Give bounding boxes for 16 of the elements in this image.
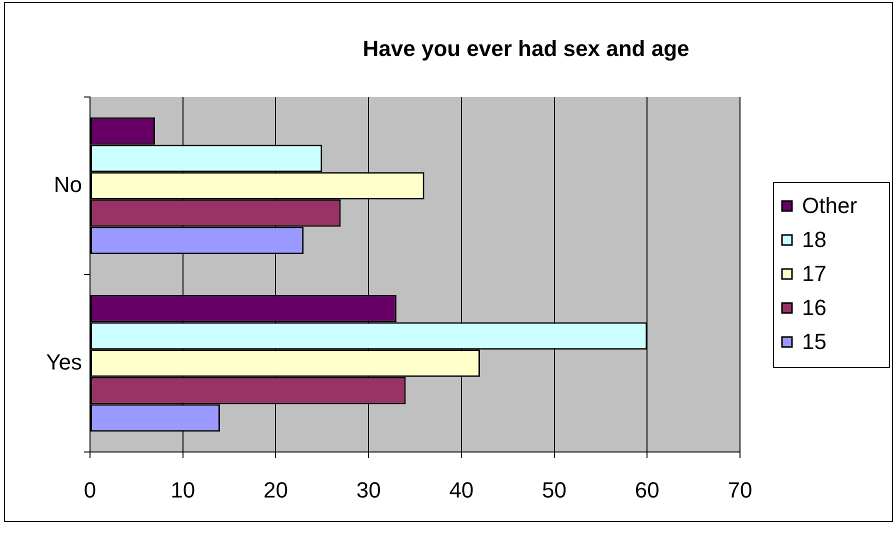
legend-label: 16 xyxy=(802,295,826,320)
x-tick-label: 0 xyxy=(84,477,96,502)
x-tick-label: 10 xyxy=(170,477,196,502)
legend-label: 18 xyxy=(802,227,826,252)
x-tick-label: 60 xyxy=(634,477,660,502)
y-tick-label: Yes xyxy=(46,349,82,374)
x-tick-label: 40 xyxy=(449,477,474,502)
x-tick-label: 70 xyxy=(728,477,752,502)
legend-label: 15 xyxy=(802,329,826,354)
y-tick-label: No xyxy=(54,172,82,197)
chart-title: Have you ever had sex and age xyxy=(362,36,690,62)
legend-label: 17 xyxy=(802,261,826,286)
x-tick-label: 20 xyxy=(263,477,288,502)
x-tick-label: 30 xyxy=(356,477,381,502)
legend-label: Other xyxy=(802,193,858,218)
x-tick-label: 50 xyxy=(542,477,567,502)
